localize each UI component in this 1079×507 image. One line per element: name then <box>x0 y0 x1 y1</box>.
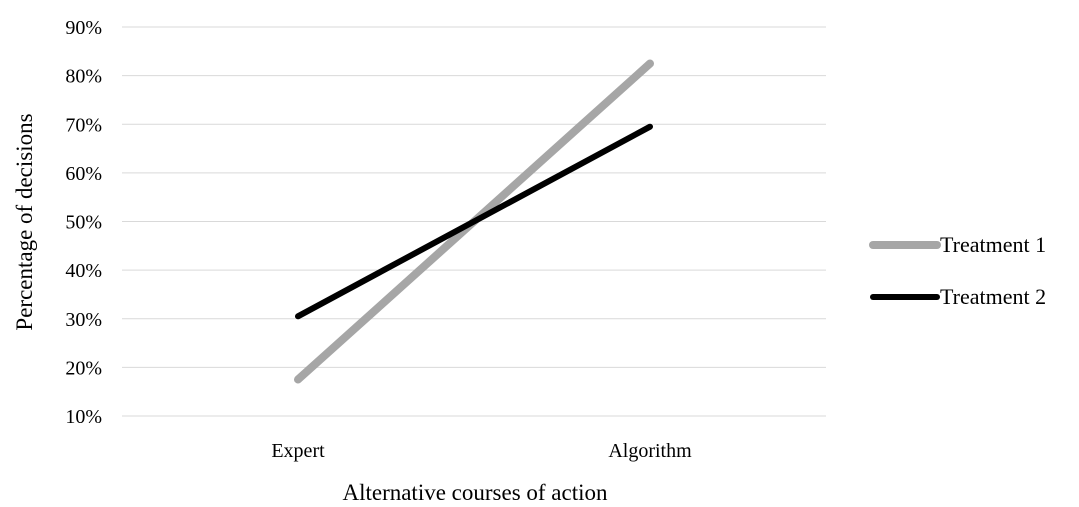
y-tick-label: 10% <box>65 406 102 428</box>
y-tick-label: 40% <box>65 260 102 282</box>
y-tick-label: 80% <box>65 66 102 88</box>
x-tick-label: Algorithm <box>608 440 692 462</box>
legend-item-treatment-1: Treatment 1 <box>869 232 1046 257</box>
y-tick-label: 50% <box>65 212 102 234</box>
y-tick-label: 70% <box>65 114 102 136</box>
legend-item-treatment-2: Treatment 2 <box>870 284 1046 309</box>
legend-label: Treatment 1 <box>940 232 1046 257</box>
y-tick-label: 90% <box>65 17 102 39</box>
x-tick-labels: Expert Algorithm <box>271 440 692 462</box>
y-tick-labels: 10% 20% 30% 40% 50% 60% 70% 80% 90% <box>65 17 102 428</box>
y-tick-label: 20% <box>65 357 102 379</box>
x-axis-title: Alternative courses of action <box>342 480 608 505</box>
series-lines <box>294 59 654 384</box>
legend-label: Treatment 2 <box>940 284 1046 309</box>
series-line-treatment-2 <box>295 123 653 320</box>
y-axis-title: Percentage of decisions <box>12 113 37 330</box>
y-tick-label: 30% <box>65 309 102 331</box>
legend: Treatment 1 Treatment 2 <box>869 232 1046 309</box>
x-tick-label: Expert <box>271 440 325 462</box>
y-tick-label: 60% <box>65 163 102 185</box>
